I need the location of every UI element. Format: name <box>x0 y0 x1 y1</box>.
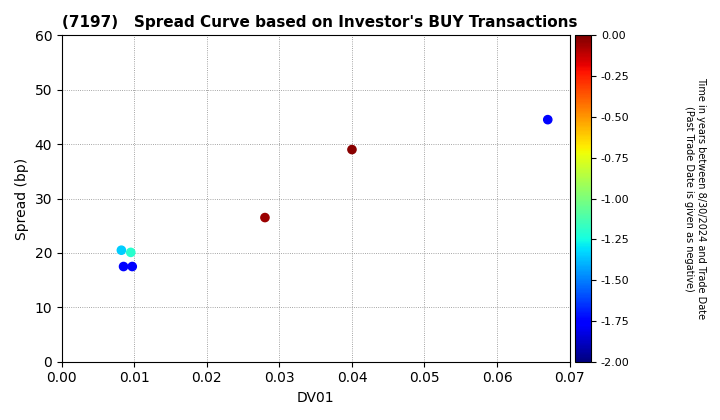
Y-axis label: Spread (bp): Spread (bp) <box>15 158 29 239</box>
Point <box>125 249 137 256</box>
Point <box>346 146 358 153</box>
X-axis label: DV01: DV01 <box>297 391 335 405</box>
Point <box>118 263 130 270</box>
Point <box>127 263 138 270</box>
Point <box>116 247 127 254</box>
Point <box>542 116 554 123</box>
Text: (7197)   Spread Curve based on Investor's BUY Transactions: (7197) Spread Curve based on Investor's … <box>62 15 577 30</box>
Point <box>259 214 271 221</box>
Y-axis label: Time in years between 8/30/2024 and Trade Date
(Past Trade Date is given as nega: Time in years between 8/30/2024 and Trad… <box>685 77 706 320</box>
